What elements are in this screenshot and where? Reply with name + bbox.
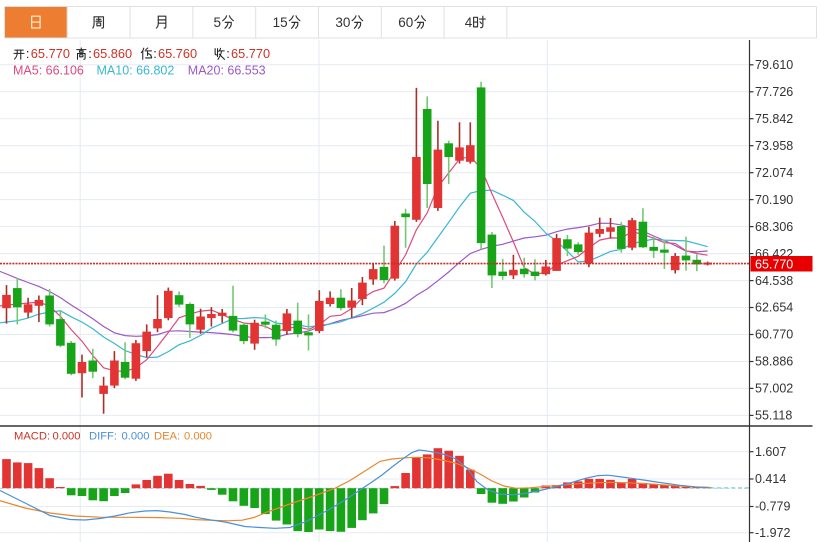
svg-text::: :: [88, 46, 92, 61]
svg-text:60: 60: [398, 15, 413, 30]
svg-text:57.002: 57.002: [755, 382, 793, 396]
svg-text:65.770: 65.770: [231, 46, 270, 61]
svg-text:79.610: 79.610: [755, 58, 793, 72]
svg-text:MACD:: MACD:: [14, 431, 50, 443]
svg-text:1.607: 1.607: [755, 445, 786, 459]
svg-text:75.842: 75.842: [755, 112, 793, 126]
svg-text:60.770: 60.770: [755, 328, 793, 342]
svg-text:65.770: 65.770: [755, 257, 793, 271]
svg-text:4: 4: [465, 15, 473, 30]
svg-text:5: 5: [214, 15, 222, 30]
svg-text:62.654: 62.654: [755, 301, 793, 315]
svg-text:77.726: 77.726: [755, 85, 793, 99]
svg-text::: :: [26, 46, 30, 61]
svg-text:0.000: 0.000: [53, 431, 81, 443]
svg-text:72.074: 72.074: [755, 166, 793, 180]
svg-text:MA5: 66.106: MA5: 66.106: [13, 64, 84, 78]
svg-text:68.306: 68.306: [755, 220, 793, 234]
svg-text:0.414: 0.414: [755, 472, 786, 486]
svg-text:64.538: 64.538: [755, 274, 793, 288]
svg-text:0.000: 0.000: [184, 431, 212, 443]
svg-text:70.190: 70.190: [755, 193, 793, 207]
svg-text:65.760: 65.760: [158, 46, 197, 61]
svg-text:-0.779: -0.779: [755, 500, 790, 514]
svg-text:DEA:: DEA:: [154, 431, 180, 443]
svg-text::: :: [226, 46, 230, 61]
svg-text:-1.972: -1.972: [755, 526, 790, 540]
svg-text:55.118: 55.118: [755, 409, 792, 423]
svg-text:30: 30: [335, 15, 350, 30]
svg-text:65.860: 65.860: [93, 46, 132, 61]
svg-text:15: 15: [273, 15, 288, 30]
svg-text:0.000: 0.000: [122, 431, 150, 443]
svg-text:MA10: 66.802: MA10: 66.802: [97, 64, 175, 78]
svg-text:73.958: 73.958: [755, 139, 793, 153]
svg-text:58.886: 58.886: [755, 355, 793, 369]
svg-text::: :: [153, 46, 157, 61]
svg-text:DIFF:: DIFF:: [89, 431, 117, 443]
svg-text:MA20: 66.553: MA20: 66.553: [188, 64, 266, 78]
svg-text:65.770: 65.770: [31, 46, 70, 61]
